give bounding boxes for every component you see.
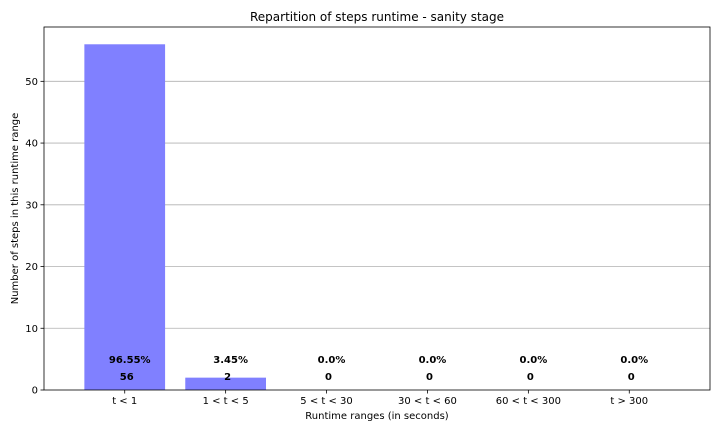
x-axis-label: Runtime ranges (in seconds) [305, 411, 448, 422]
y-tick-label: 40 [25, 139, 38, 150]
bars [84, 44, 266, 391]
plot-frame [43, 26, 711, 391]
count-label: 2 [224, 372, 231, 383]
y-tick-label: 0 [32, 386, 38, 397]
y-tick-label: 20 [25, 262, 38, 273]
percent-label: 0.0% [620, 355, 648, 366]
x-axis-ticks: t < 1 1 < t < 5 5 < t < 30 30 < t < 60 60 < … [112, 390, 648, 407]
y-tick-label: 50 [25, 77, 38, 88]
percent-label: 0.0% [419, 355, 447, 366]
y-tick-label: 30 [25, 200, 38, 211]
chart-title: Repartition of steps runtime - sanity st… [250, 10, 504, 24]
x-tick-label: 5 < t < 30 [300, 396, 352, 407]
x-tick-label: 30 < t < 60 [398, 396, 457, 407]
count-label: 0 [426, 372, 433, 383]
y-tick-label: 10 [25, 324, 38, 335]
count-label: 0 [325, 372, 332, 383]
x-tick-label: t < 1 [112, 396, 137, 407]
count-label: 0 [527, 372, 534, 383]
percent-label: 0.0% [318, 355, 346, 366]
data-labels: 96.55% 56 3.45% 2 0.0% 0 0.0% 0 0.0% 0 0.0% 0 [109, 355, 648, 383]
bar [84, 44, 166, 391]
x-tick-label: 1 < t < 5 [203, 396, 249, 407]
count-label: 0 [628, 372, 635, 383]
bar [185, 377, 266, 390]
percent-label: 3.45% [213, 355, 248, 366]
count-label: 56 [120, 372, 134, 383]
x-tick-label: 60 < t < 300 [496, 396, 561, 407]
y-axis-label: Number of steps in this runtime range [10, 113, 21, 305]
x-tick-label: t > 300 [610, 396, 648, 407]
percent-label: 96.55% [109, 355, 151, 366]
percent-label: 0.0% [519, 355, 547, 366]
y-axis-ticks: 0 10 20 30 40 50 [25, 77, 44, 397]
